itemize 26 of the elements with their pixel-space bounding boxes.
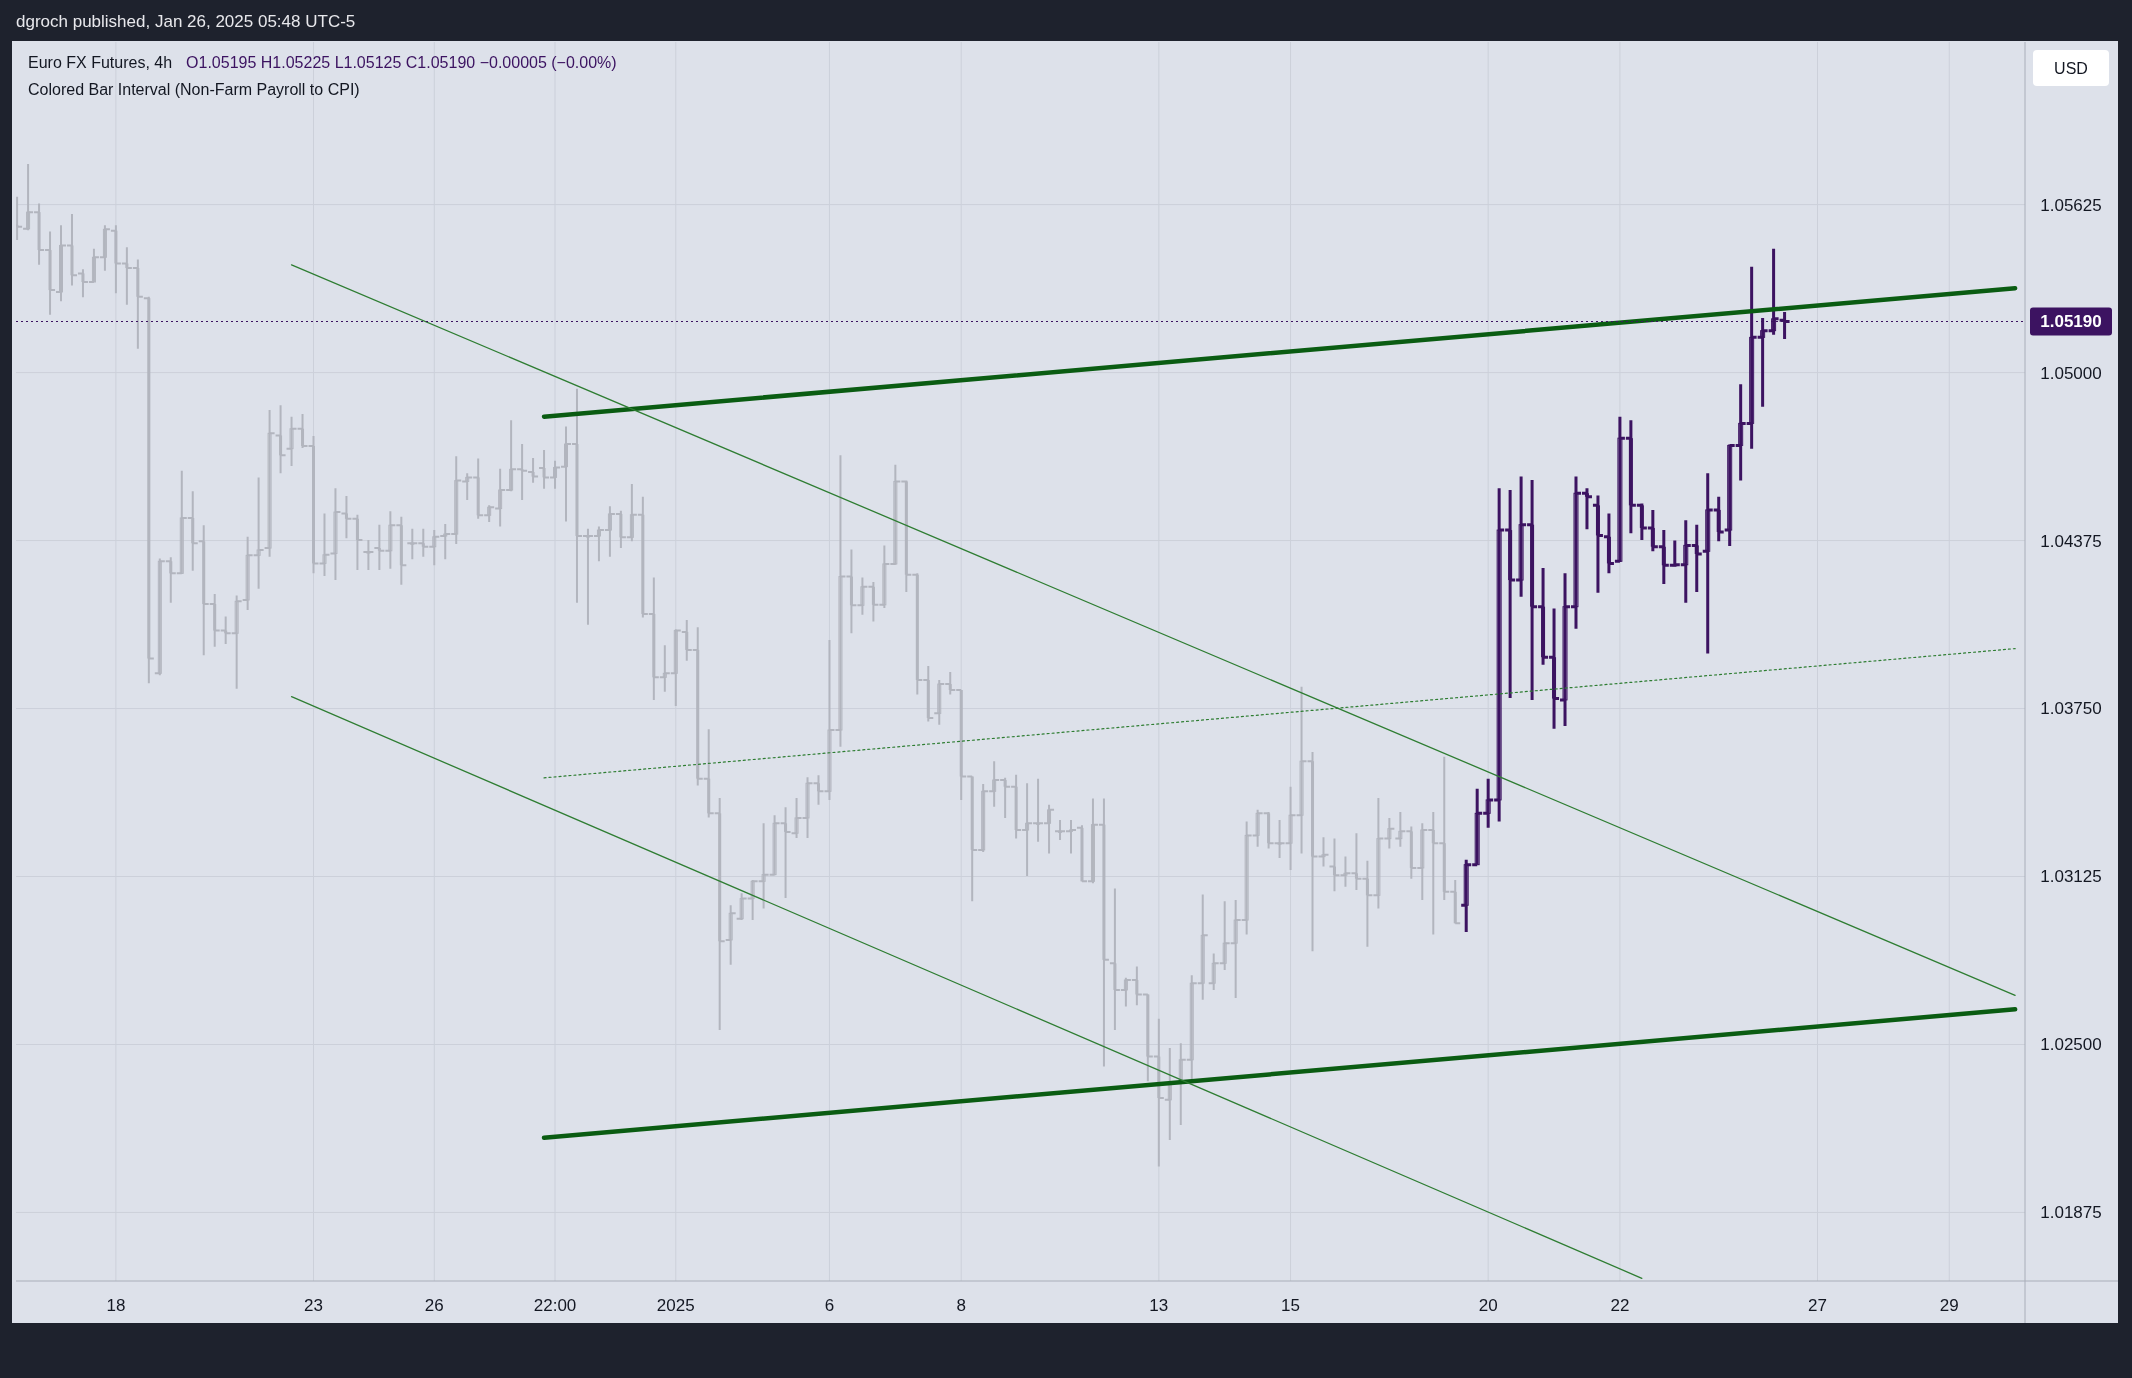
y-tick-label: 1.05000 xyxy=(2040,363,2102,383)
annotation: O1.05195 H1.05225 L1.05125 C1.05190 −0.00005 (−0.00%) xyxy=(186,54,617,71)
annotation: Colored Bar Interval (Non-Farm Payroll to CPI) xyxy=(28,81,360,98)
x-tick-label: 15 xyxy=(1281,1296,1301,1315)
ref-line-label: 1.05190 xyxy=(2040,312,2102,332)
x-tick-label: 6 xyxy=(824,1296,835,1315)
x-tick-label: 22:00 xyxy=(533,1296,577,1315)
text: dgroch published, Jan 26, 2025 05:48 UTC-5 xyxy=(16,12,356,31)
x-tick-label: 22 xyxy=(1610,1296,1630,1315)
y-tick-label: 1.03750 xyxy=(2040,699,2102,719)
y-tick-label: 1.04375 xyxy=(2040,531,2102,551)
text: USD xyxy=(2054,59,2088,77)
y-tick-label: 1.02500 xyxy=(2040,1035,2102,1055)
y-tick-label: 1.03125 xyxy=(2040,867,2102,887)
x-tick-label: 2025 xyxy=(656,1296,695,1315)
y-tick-label: 1.01875 xyxy=(2040,1203,2102,1223)
x-tick-label: 18 xyxy=(106,1296,126,1315)
x-tick-label: 26 xyxy=(424,1296,444,1315)
x-tick-label: 29 xyxy=(1939,1296,1959,1315)
y-tick-label: 1.05625 xyxy=(2040,195,2102,215)
x-tick-label: 13 xyxy=(1149,1296,1169,1315)
text: Euro FX Futures, 4h xyxy=(28,54,173,71)
x-tick-label: 23 xyxy=(304,1296,323,1315)
x-tick-label: 20 xyxy=(1478,1296,1498,1315)
x-tick-label: 27 xyxy=(1808,1296,1827,1315)
x-tick-label: 8 xyxy=(956,1296,966,1315)
